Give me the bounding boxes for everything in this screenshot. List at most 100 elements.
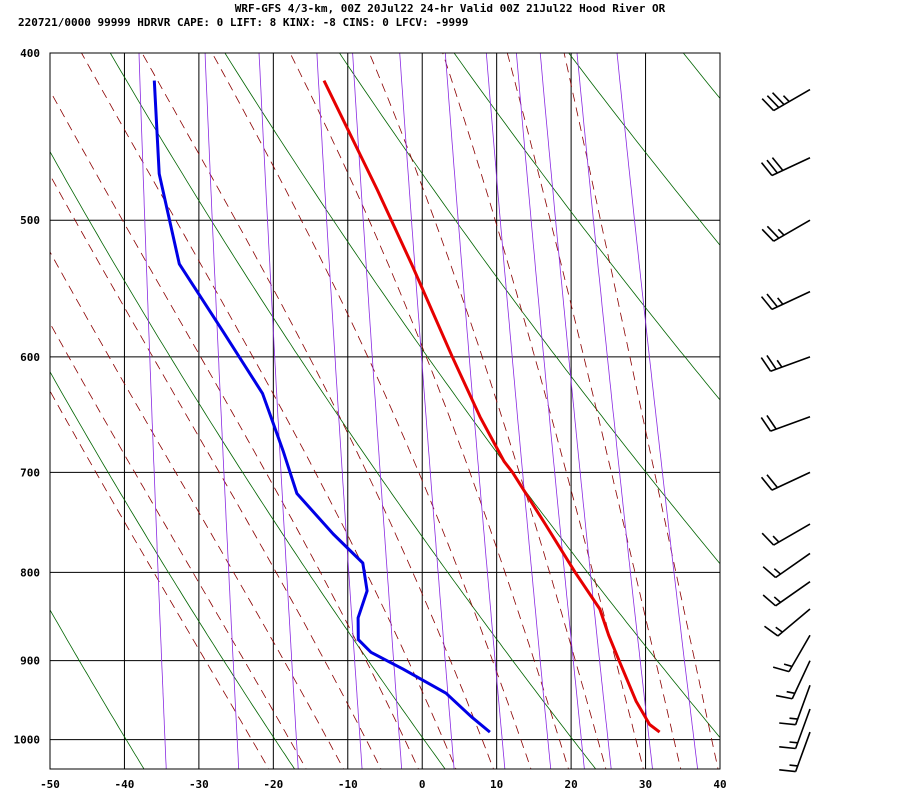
mixing-ratio-line	[539, 53, 612, 769]
mixing-ratio-line	[444, 53, 506, 769]
x-tick-label: -40	[115, 778, 135, 791]
wind-barb	[775, 660, 811, 700]
x-tick-label: 0	[419, 778, 426, 791]
barb-flag-half	[773, 596, 782, 603]
wind-barb	[772, 634, 811, 673]
dry-adiabat	[50, 150, 446, 769]
x-tick-label: 20	[564, 778, 577, 791]
barb-flag-half	[789, 741, 798, 744]
barb-flag-full	[761, 532, 775, 546]
wind-barb	[779, 731, 811, 773]
dry-adiabat	[50, 609, 145, 769]
barb-flag-half	[775, 626, 783, 633]
barb-staff	[794, 708, 811, 749]
mixing-ratio-line	[138, 53, 167, 769]
barb-flag-full	[766, 225, 780, 239]
barb-flag-half	[772, 535, 780, 543]
moist-adiabat	[50, 174, 382, 769]
barb-flag-full	[762, 594, 777, 607]
barb-staff	[773, 219, 811, 242]
barb-flag-full	[760, 417, 772, 432]
barb-flag-full	[760, 162, 773, 176]
dry-adiabat	[50, 371, 296, 769]
barb-staff	[794, 731, 811, 772]
moist-adiabat	[50, 90, 419, 769]
barb-flag-half	[773, 568, 782, 575]
plot-frame	[49, 52, 721, 770]
dry-adiabat	[339, 53, 720, 565]
barb-flag-half	[783, 663, 793, 668]
barb-flag-full	[766, 293, 778, 308]
wind-barb	[761, 523, 811, 546]
pressure-tick-label: 900	[20, 655, 40, 668]
pressure-tick-label: 600	[20, 351, 40, 364]
barb-flag-full	[766, 355, 777, 370]
barb-flag-full	[761, 228, 775, 242]
moist-adiabat	[81, 53, 457, 769]
x-tick-label: 30	[639, 778, 652, 791]
mixing-ratio-line	[485, 53, 552, 769]
pressure-tick-label: 700	[20, 466, 40, 479]
moist-adiabat	[368, 53, 607, 769]
barb-flag-full	[760, 476, 773, 491]
mixing-ratio-line	[316, 53, 363, 769]
barb-staff	[771, 471, 811, 491]
barb-staff	[773, 88, 811, 112]
mixing-ratio-line	[352, 53, 403, 769]
moist-adiabat	[141, 53, 494, 769]
moist-adiabat	[289, 53, 569, 769]
mixing-ratio-line	[204, 53, 240, 769]
moist-adiabat	[50, 390, 270, 769]
barb-flag-full	[775, 694, 793, 700]
header-line-1: WRF-GFS 4/3-km, 00Z 20Jul22 24-hr Valid …	[235, 2, 666, 15]
moist-adiabat	[50, 251, 344, 769]
pressure-tick-label: 1000	[14, 734, 41, 747]
barb-flag-full	[764, 625, 779, 637]
mixing-ratio-line	[576, 53, 653, 769]
moist-adiabat	[50, 322, 307, 769]
wind-barb	[761, 88, 811, 112]
mixing-ratio-line	[515, 53, 585, 769]
barb-staff	[770, 416, 811, 432]
barb-flag-half	[789, 717, 798, 720]
dry-adiabat	[109, 53, 597, 769]
barb-flag-full	[766, 415, 777, 430]
moist-adiabat	[563, 53, 719, 769]
moist-adiabat	[211, 53, 532, 769]
sounding-profiles	[152, 79, 661, 734]
wind-barb	[779, 708, 811, 750]
barb-flag-full	[779, 769, 796, 773]
header-line-2: 220721/0000 99999 HDRVR CAPE: 0 LIFT: 8 …	[18, 16, 468, 29]
dry-adiabat	[624, 0, 900, 800]
barb-flag-full	[772, 666, 790, 673]
wind-barb	[760, 355, 811, 372]
x-tick-label: -20	[263, 778, 283, 791]
barb-flag-full	[766, 159, 778, 174]
wind-barb	[760, 471, 811, 491]
barb-flag-half	[789, 764, 798, 767]
temperature-profile	[322, 79, 661, 734]
moist-adiabat	[506, 53, 682, 769]
barb-flag-full	[771, 92, 785, 106]
barb-staff	[775, 581, 811, 607]
dewpoint-profile	[152, 80, 491, 734]
x-tick-label: -10	[338, 778, 358, 791]
x-tick-label: -50	[40, 778, 60, 791]
barb-staff	[773, 523, 811, 546]
pressure-tick-label: 800	[20, 566, 40, 579]
barb-staff	[771, 157, 811, 177]
x-tick-label: -30	[189, 778, 209, 791]
barb-staff	[771, 290, 811, 311]
mixing-ratio-line	[616, 53, 699, 769]
x-tick-label: 40	[713, 778, 726, 791]
barb-flag-full	[761, 98, 775, 112]
axis-tick-labels: -50 -40 -30 -20 -10 0 10 20 30 40 400 500 600 700 800 9…	[14, 47, 727, 791]
barb-flag-full	[779, 745, 796, 750]
wind-barb	[760, 157, 811, 177]
barb-flag-half	[782, 95, 790, 103]
barb-flag-full	[760, 296, 773, 310]
wind-barb	[762, 552, 811, 579]
pressure-tick-label: 400	[20, 47, 40, 60]
barb-flag-half	[786, 690, 795, 695]
barb-flag-full	[762, 566, 777, 579]
